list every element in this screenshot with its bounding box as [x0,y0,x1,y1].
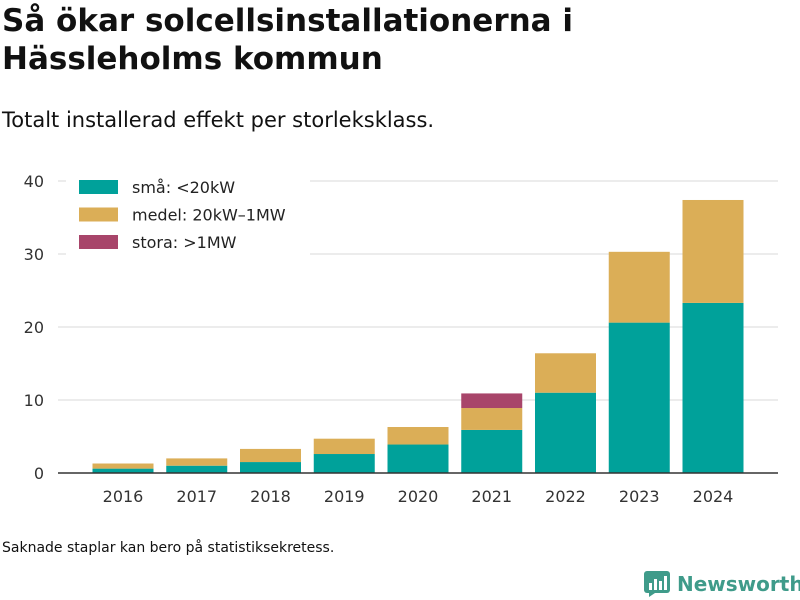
chart-title: Så ökar solcellsinstallationerna i Hässl… [2,3,574,77]
x-tick-label: 2016 [103,487,144,506]
bar-segment-2016-1 [92,468,154,473]
y-tick-label: 30 [24,245,44,264]
bar-segment-2022-2 [535,353,596,393]
legend-label: medel: 20kW–1MW [132,206,286,225]
legend-swatch [79,180,118,194]
bar-segment-2017-1 [166,465,228,473]
bar-segment-2017-2 [166,458,228,466]
x-tick-label: 2019 [324,487,365,506]
bar-segment-2023-1 [608,322,670,473]
x-tick-label: 2021 [471,487,512,506]
x-tick-label: 2018 [250,487,291,506]
bars [92,199,744,473]
bar-segment-2019-1 [313,454,375,473]
x-tick-label: 2022 [545,487,586,506]
legend-swatch [79,207,118,222]
brand-logo: Newsworthy [644,568,800,600]
x-tick-label: 2024 [693,487,734,506]
bar-segment-2019-2 [313,438,375,455]
bar-segment-2022-1 [535,392,596,473]
brand-name: Newsworthy [677,572,800,596]
stacked-bar-chart: 0 10 20 30 40 2016 2017 2018 2019 2020 2021 2022 202… [24,172,778,506]
legend-swatch [79,235,118,249]
y-tick-label: 10 [24,391,44,410]
y-tick-label: 20 [24,318,44,337]
y-tick-label: 0 [34,464,44,483]
chart-subtitle: Totalt installerad effekt per storlekskl… [2,108,435,132]
bar-segment-2023-2 [608,251,670,323]
bar-chart-icon [644,571,670,597]
axes: 0 10 20 30 40 2016 2017 2018 2019 2020 2021 2022 202… [24,172,778,506]
y-tick-label: 40 [24,172,44,191]
bar-segment-2021-3 [461,393,523,409]
bar-segment-2024-2 [682,199,744,303]
bar-segment-2021-2 [461,408,523,430]
legend-label: stora: >1MW [132,233,237,252]
footnote: Saknade staplar kan bero på statistiksek… [2,540,335,556]
bar-segment-2024-1 [682,302,744,473]
bar-segment-2020-2 [387,427,449,445]
x-tick-label: 2017 [176,487,217,506]
legend: små: <20kW medel: 20kW–1MW stora: >1MW [66,174,310,256]
bar-segment-2021-1 [461,429,523,473]
bar-segment-2018-2 [240,448,301,463]
bar-segment-2020-1 [387,444,449,473]
legend-label: små: <20kW [132,178,235,197]
x-tick-label: 2020 [398,487,439,506]
bar-segment-2018-1 [240,462,301,473]
bar-segment-2016-2 [92,463,154,469]
x-tick-label: 2023 [619,487,660,506]
